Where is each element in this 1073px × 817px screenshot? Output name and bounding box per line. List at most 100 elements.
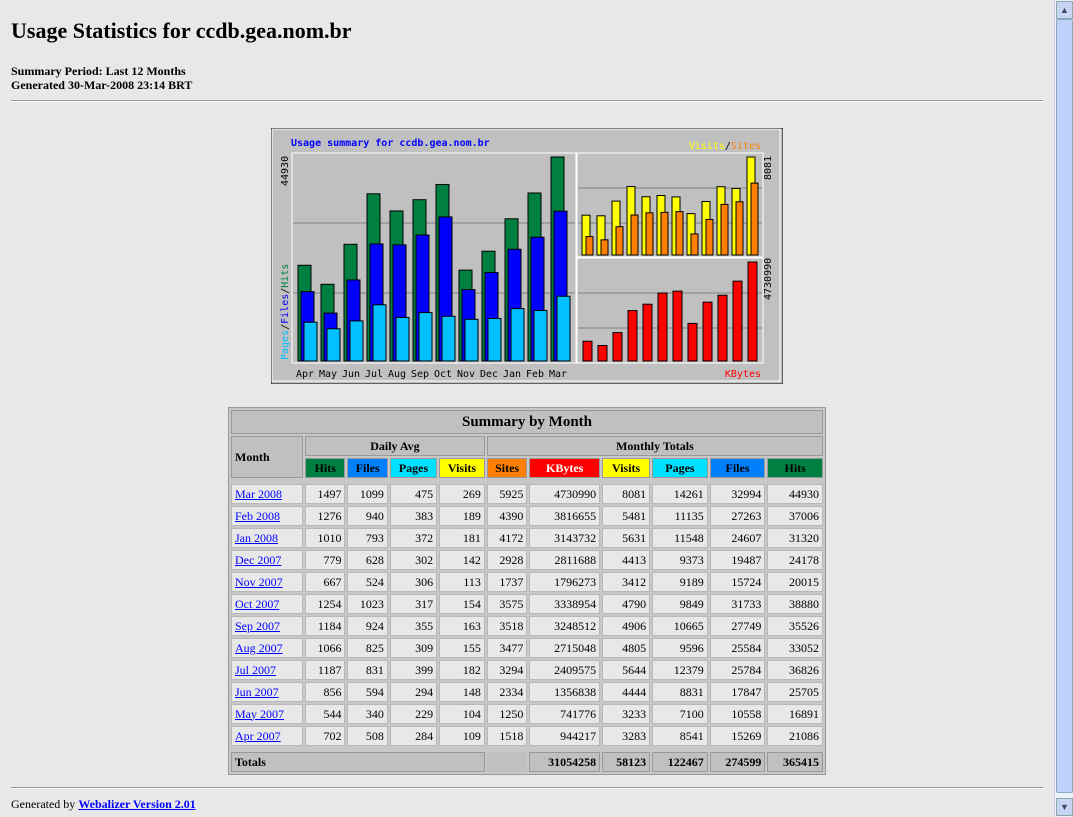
month-link[interactable]: Jul 2007 xyxy=(235,662,277,677)
month-tick-label: Jan xyxy=(503,369,521,380)
month-cell: Mar 2008 xyxy=(231,484,304,504)
value-cell: 2715048 xyxy=(529,638,601,658)
main-y-legend: Pages/Files/Hits xyxy=(280,264,291,360)
value-cell: 4790 xyxy=(602,594,651,614)
value-cell: 8831 xyxy=(652,682,708,702)
kbytes-legend: KBytes xyxy=(725,369,761,380)
pages-bar xyxy=(326,328,341,362)
value-cell: 2811688 xyxy=(529,550,601,570)
summary-table: Summary by Month Month Daily Avg Monthly… xyxy=(228,407,826,775)
month-link[interactable]: Mar 2008 xyxy=(235,486,282,501)
value-cell: 10558 xyxy=(709,704,766,724)
kbytes-bar xyxy=(672,290,683,362)
pages-bar xyxy=(418,312,433,362)
month-link[interactable]: Jan 2008 xyxy=(235,530,278,545)
summary-period: Summary Period: Last 12 Months xyxy=(11,64,186,78)
legend-sep: / xyxy=(280,324,291,330)
spacer xyxy=(231,480,823,482)
table-row: May 2007 544 340 229 104 1250 741776 3233 7100 10… xyxy=(231,704,823,724)
value-cell: 741776 xyxy=(529,704,601,724)
pages-bar xyxy=(487,317,502,362)
pages-bar xyxy=(556,295,571,362)
value-cell: 5644 xyxy=(602,660,651,680)
scroll-up-button[interactable]: ▲ xyxy=(1056,1,1073,19)
value-cell: 8081 xyxy=(602,484,651,504)
value-cell: 779 xyxy=(305,550,346,570)
pages-bar xyxy=(464,318,479,362)
value-cell: 355 xyxy=(389,616,438,636)
value-cell: 3338954 xyxy=(529,594,601,614)
month-link[interactable]: Sep 2007 xyxy=(235,618,280,633)
kbytes-bar xyxy=(612,332,623,362)
kbytes-bar xyxy=(732,280,743,362)
chart-title: Usage summary for ccdb.gea.nom.br xyxy=(291,138,490,149)
value-cell: 1254 xyxy=(305,594,346,614)
value-cell: 4730990 xyxy=(529,484,601,504)
total-value: 274599 xyxy=(709,752,766,772)
month-link[interactable]: Oct 2007 xyxy=(235,596,280,611)
value-cell: 5925 xyxy=(486,484,528,504)
month-link[interactable]: Feb 2008 xyxy=(235,508,280,523)
value-cell: 269 xyxy=(439,484,485,504)
value-cell: 524 xyxy=(347,572,388,592)
month-header: Month xyxy=(231,436,304,478)
value-cell: 3575 xyxy=(486,594,528,614)
month-tick-label: Aug xyxy=(388,369,406,380)
value-cell: 182 xyxy=(439,660,485,680)
value-cell: 1276 xyxy=(305,506,346,526)
value-cell: 1737 xyxy=(486,572,528,592)
usage-summary-chart: Usage summary for ccdb.gea.nom.br Apr May J… xyxy=(271,128,783,384)
kbytes-bar xyxy=(582,340,593,362)
value-cell: 5631 xyxy=(602,528,651,548)
value-cell: 19487 xyxy=(709,550,766,570)
month-tick-label: Nov xyxy=(457,369,475,380)
scrollbar-thumb[interactable] xyxy=(1056,19,1073,793)
value-cell: 3283 xyxy=(602,726,651,746)
month-cell: Jan 2008 xyxy=(231,528,304,548)
visits-max-label: 8081 xyxy=(763,156,774,180)
spacer xyxy=(231,748,823,750)
month-cell: Aug 2007 xyxy=(231,638,304,658)
value-cell: 383 xyxy=(389,506,438,526)
month-link[interactable]: Jun 2007 xyxy=(235,684,279,699)
value-cell: 33052 xyxy=(767,638,823,658)
value-cell: 4444 xyxy=(602,682,651,702)
value-cell: 14261 xyxy=(652,484,708,504)
scroll-down-button[interactable]: ▼ xyxy=(1056,798,1073,816)
value-cell: 1023 xyxy=(347,594,388,614)
value-cell: 856 xyxy=(305,682,346,702)
legend-sep: / xyxy=(725,141,731,152)
totals-blank xyxy=(486,752,528,772)
total-value: 122467 xyxy=(652,752,708,772)
webalizer-link[interactable]: Webalizer Version 2.01 xyxy=(78,797,196,811)
footer: Generated by Webalizer Version 2.01 xyxy=(11,797,196,812)
month-cell: Feb 2008 xyxy=(231,506,304,526)
kbytes-bar xyxy=(657,292,668,362)
table-row: Apr 2007 702 508 284 109 1518 944217 3283 8541 15… xyxy=(231,726,823,746)
table-title: Summary by Month xyxy=(231,410,823,434)
col-header-visits: Visits xyxy=(439,458,485,478)
month-link[interactable]: Aug 2007 xyxy=(235,640,283,655)
sites-bar xyxy=(675,211,684,256)
col-header-files: Files xyxy=(347,458,388,478)
value-cell: 25584 xyxy=(709,638,766,658)
month-tick-label: Jun xyxy=(342,369,360,380)
month-link[interactable]: Nov 2007 xyxy=(235,574,283,589)
value-cell: 1184 xyxy=(305,616,346,636)
table-row: Jul 2007 1187 831 399 182 3294 2409575 5644 1237… xyxy=(231,660,823,680)
month-link[interactable]: May 2007 xyxy=(235,706,284,721)
value-cell: 25705 xyxy=(767,682,823,702)
vertical-scrollbar[interactable]: ▲ ▼ xyxy=(1054,0,1073,817)
month-tick-label: May xyxy=(319,369,337,380)
monthly-totals-header: Monthly Totals xyxy=(486,436,823,456)
month-tick-label: Oct xyxy=(434,369,452,380)
page-title: Usage Statistics for ccdb.gea.nom.br xyxy=(11,18,352,43)
col-header-hits: Hits xyxy=(767,458,823,478)
month-link[interactable]: Apr 2007 xyxy=(235,728,281,743)
month-link[interactable]: Dec 2007 xyxy=(235,552,282,567)
pages-bar xyxy=(349,320,364,362)
value-cell: 154 xyxy=(439,594,485,614)
value-cell: 9373 xyxy=(652,550,708,570)
legend-label_pages: Pages xyxy=(280,330,291,360)
